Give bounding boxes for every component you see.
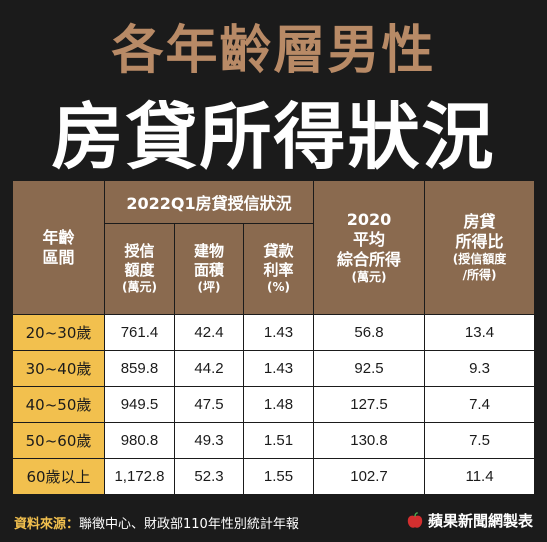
cell-ratio: 13.4 <box>424 314 536 351</box>
cell-rate: 1.43 <box>242 350 315 387</box>
cell-rate: 1.51 <box>242 422 315 459</box>
cell-loan: 859.8 <box>104 350 175 387</box>
data-table: 年齡 區間 2022Q1房貸授信狀況 2020 平均 綜合所得 (萬元) 房貸 所… <box>12 180 536 495</box>
table-row: 50~60歲 980.8 49.3 1.51 130.8 7.5 <box>12 422 536 459</box>
cell-ratio: 7.5 <box>424 422 536 459</box>
cell-income: 127.5 <box>313 386 426 423</box>
source-label: 資料來源： <box>14 517 80 532</box>
title-line-2: 房貸所得狀況 <box>51 95 496 179</box>
brand-text: 蘋果新聞網製表 <box>427 512 533 530</box>
cell-area: 42.4 <box>174 314 244 351</box>
cell-area: 52.3 <box>174 458 244 495</box>
header-age-range: 年齡 區間 <box>12 180 105 315</box>
cell-income: 92.5 <box>313 350 426 387</box>
cell-income: 130.8 <box>313 422 426 459</box>
table-row: 40~50歲 949.5 47.5 1.48 127.5 7.4 <box>12 386 536 423</box>
header-group-2022q1: 2022Q1房貸授信狀況 <box>103 180 315 224</box>
cell-loan: 980.8 <box>104 422 175 459</box>
row-age: 50~60歲 <box>12 422 105 459</box>
header-loan-amount: 授信 額度 (萬元) <box>104 223 175 315</box>
title-line-1: 各年齡層男性 <box>111 21 436 81</box>
cell-income: 56.8 <box>313 314 426 351</box>
cell-ratio: 9.3 <box>424 350 536 387</box>
row-age: 20~30歲 <box>12 314 105 351</box>
row-age: 30~40歲 <box>12 350 105 387</box>
cell-income: 102.7 <box>313 458 426 495</box>
cell-area: 44.2 <box>174 350 244 387</box>
cell-rate: 1.43 <box>242 314 315 351</box>
cell-area: 47.5 <box>174 386 244 423</box>
source-note: 資料來源：聯徵中心、財政部110年性別統計年報 <box>14 513 299 532</box>
cell-loan: 761.4 <box>104 314 175 351</box>
row-age: 40~50歲 <box>12 386 105 423</box>
cell-ratio: 11.4 <box>424 458 536 495</box>
cell-loan: 1,172.8 <box>104 458 175 495</box>
cell-rate: 1.48 <box>242 386 315 423</box>
header-income: 2020 平均 綜合所得 (萬元) <box>313 180 426 315</box>
header-ratio: 房貸 所得比 (授信額度 /所得) <box>424 180 536 315</box>
cell-ratio: 7.4 <box>424 386 536 423</box>
table-row: 60歲以上 1,172.8 52.3 1.55 102.7 11.4 <box>12 458 536 495</box>
cell-loan: 949.5 <box>104 386 175 423</box>
table-row: 30~40歲 859.8 44.2 1.43 92.5 9.3 <box>12 350 536 387</box>
row-age: 60歲以上 <box>12 458 105 495</box>
apple-logo-icon <box>407 511 423 528</box>
header-building-area: 建物 面積 (坪) <box>174 223 244 315</box>
cell-area: 49.3 <box>174 422 244 459</box>
cell-rate: 1.55 <box>242 458 315 495</box>
source-text: 聯徵中心、財政部110年性別統計年報 <box>79 517 299 532</box>
table-row: 20~30歲 761.4 42.4 1.43 56.8 13.4 <box>12 314 536 351</box>
header-loan-rate: 貸款 利率 (%) <box>242 223 315 315</box>
brand-credit: 蘋果新聞網製表 <box>406 510 533 531</box>
